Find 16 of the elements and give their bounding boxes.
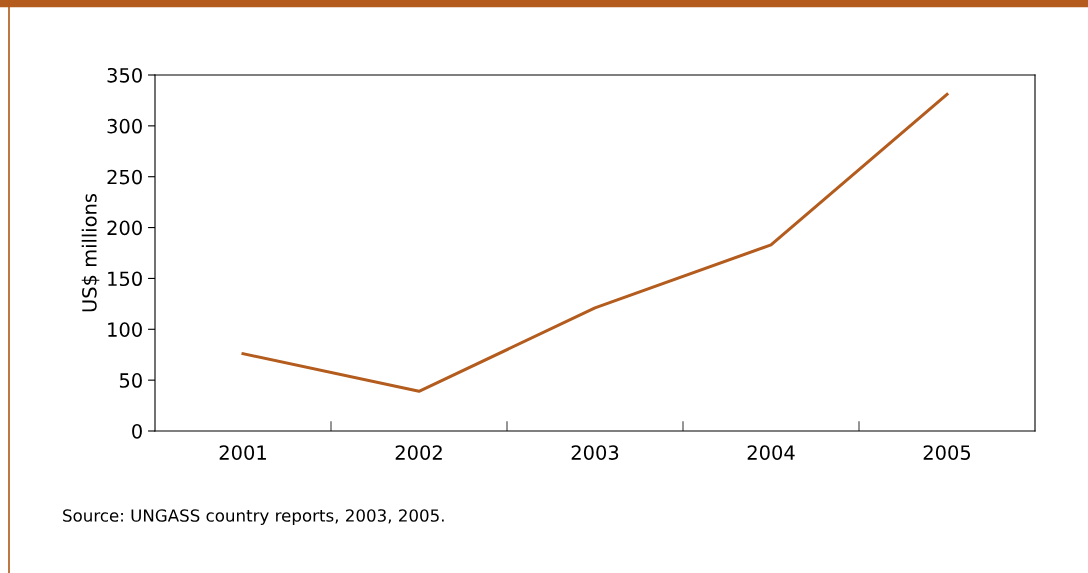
x-tick-label: 2001 — [219, 445, 266, 460]
y-tick-label: 50 — [119, 373, 142, 388]
x-tick-label: 2002 — [395, 445, 442, 460]
x-tick-label: 2005 — [923, 445, 971, 460]
y-tick-label: 0 — [132, 423, 142, 439]
source-note: Source: UNGASS country reports, 2003, 2005. — [63, 509, 444, 526]
x-tick-label: 2003 — [571, 445, 619, 460]
y-tick-label: 150 — [108, 271, 142, 287]
y-tick-label: 200 — [107, 220, 142, 236]
y-tick-label: 100 — [108, 322, 142, 337]
y-tick-label: 300 — [107, 118, 142, 134]
y-axis-title: US$ millions — [81, 193, 100, 312]
x-tick-label: 2004 — [747, 445, 795, 460]
y-tick-label: 250 — [107, 169, 142, 185]
line-series — [241, 92, 949, 393]
y-tick-label: 350 — [107, 67, 142, 83]
